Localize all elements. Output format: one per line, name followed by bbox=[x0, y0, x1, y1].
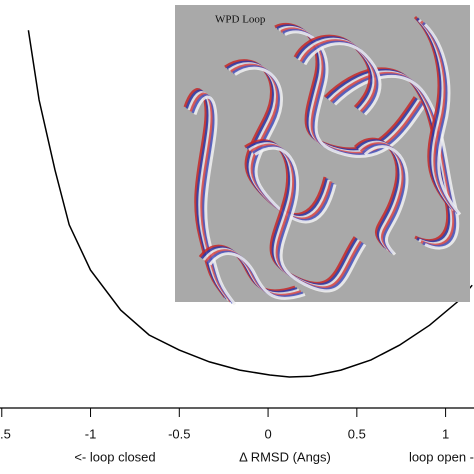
x-axis-label: Δ RMSD (Angs) bbox=[239, 449, 331, 464]
x-tick-label: 0 bbox=[264, 426, 271, 441]
inset-ribbon bbox=[303, 42, 382, 116]
inset-label: WPD Loop bbox=[215, 14, 266, 26]
x-tick-label: .5 bbox=[0, 426, 11, 441]
x-tick-label: 1 bbox=[442, 426, 449, 441]
line bbox=[27, 30, 473, 378]
inset-ribbon bbox=[423, 23, 462, 216]
x-axis-label: loop open - bbox=[409, 449, 474, 464]
inset-ribbon bbox=[208, 252, 306, 300]
x-tick-label: 0.5 bbox=[348, 426, 366, 441]
inset-ribbon bbox=[193, 95, 237, 306]
x-axis-label: <- loop closed bbox=[74, 449, 155, 464]
inset-ribbon bbox=[254, 146, 367, 293]
inset-image: WPD Loop bbox=[175, 5, 470, 306]
x-tick-label: -0.5 bbox=[168, 426, 190, 441]
x-tick-label: -1 bbox=[85, 426, 97, 441]
inset-ribbon bbox=[234, 66, 337, 224]
inset-ribbon bbox=[363, 145, 409, 256]
